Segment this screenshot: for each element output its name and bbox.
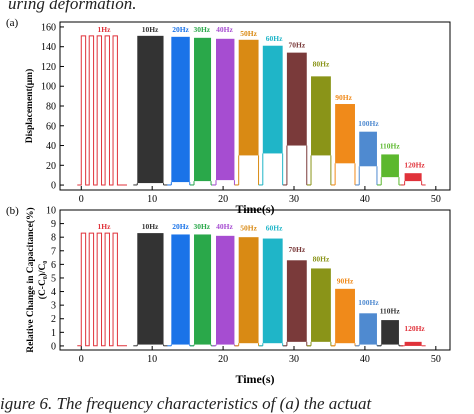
series-10Hz-block bbox=[137, 233, 164, 345]
series-label: 80Hz bbox=[313, 59, 330, 68]
series-label: 50Hz bbox=[240, 223, 257, 232]
panel-b-x-tick-label: 40 bbox=[360, 354, 370, 365]
panel-a-y-tick-label: 0 bbox=[51, 181, 56, 192]
panel-a-x-tick-label: 40 bbox=[360, 194, 370, 205]
series-30Hz-block bbox=[194, 37, 212, 182]
series-20Hz-block bbox=[171, 36, 190, 183]
series-label: 100Hz bbox=[358, 119, 379, 128]
series-1Hz-wave bbox=[77, 35, 127, 186]
series-label: 10Hz bbox=[142, 222, 159, 231]
series-label: 90Hz bbox=[335, 93, 352, 102]
series-label: 30Hz bbox=[193, 222, 210, 231]
panel-b-y-tick-label: 5 bbox=[51, 273, 56, 284]
panel-a-x-tick-label: 30 bbox=[289, 194, 299, 205]
series-label: 90Hz bbox=[337, 276, 354, 285]
series-90Hz-block bbox=[335, 104, 355, 164]
series-label: 1Hz bbox=[98, 25, 112, 34]
series-60Hz-block bbox=[262, 238, 283, 344]
panel-a-y-tick-label: 120 bbox=[41, 62, 56, 73]
panel-b-y-tick-label: 2 bbox=[51, 314, 56, 325]
panel-b-y-tick-label: 4 bbox=[51, 287, 56, 298]
series-label: 100Hz bbox=[358, 298, 379, 307]
series-60Hz-block bbox=[262, 45, 283, 154]
series-label: 70Hz bbox=[289, 245, 306, 254]
panel-a-y-tick-label: 80 bbox=[46, 102, 56, 113]
panel-a-y-tick-label: 160 bbox=[41, 22, 56, 33]
series-50Hz-block bbox=[238, 237, 259, 344]
panel-b-y-axis-label: Relative Change in Capacitance(%) bbox=[25, 207, 36, 352]
panel-a-y-tick-label: 20 bbox=[46, 161, 56, 172]
series-label: 40Hz bbox=[216, 222, 233, 231]
series-label: 1Hz bbox=[98, 222, 112, 231]
series-120Hz-block bbox=[404, 341, 422, 346]
series-label: 70Hz bbox=[289, 41, 306, 50]
panel-b-plot-frame bbox=[59, 209, 451, 351]
series-30Hz-block bbox=[194, 234, 212, 345]
series-20Hz-block bbox=[171, 234, 190, 345]
series-label: 110Hz bbox=[380, 141, 401, 150]
panel-a-y-tick-label: 60 bbox=[46, 121, 56, 132]
figure-caption: igure 6. The frequency characteristics o… bbox=[0, 394, 372, 413]
panel-b-y-axis-label-2: (C-C₀)/C₀ bbox=[37, 261, 48, 300]
series-label: 30Hz bbox=[193, 25, 210, 34]
series-80Hz-block bbox=[311, 76, 331, 156]
series-1Hz-wave bbox=[77, 232, 127, 347]
series-label: 20Hz bbox=[172, 222, 189, 231]
panel-b-y-tick-label: 9 bbox=[51, 219, 56, 230]
series-label: 40Hz bbox=[216, 25, 233, 34]
series-100Hz-block bbox=[359, 313, 377, 345]
panel-b-x-tick-label: 10 bbox=[147, 354, 157, 365]
panel-b-y-tick-label: 0 bbox=[51, 341, 56, 352]
series-40Hz-block bbox=[216, 235, 235, 345]
series-70Hz-block bbox=[286, 52, 307, 146]
panel-b-y-tick-label: 7 bbox=[51, 246, 56, 257]
panel-a-x-tick-label: 10 bbox=[147, 194, 157, 205]
series-90Hz-block bbox=[335, 288, 355, 344]
panel-a-y-tick-label: 140 bbox=[41, 42, 56, 53]
panel-b-x-tick-label: 0 bbox=[79, 354, 84, 365]
panel-a-x-axis-label: Time(s) bbox=[235, 202, 274, 216]
series-label: 50Hz bbox=[240, 29, 257, 38]
series-label: 120Hz bbox=[404, 160, 425, 169]
series-label: 110Hz bbox=[380, 306, 401, 315]
series-label: 20Hz bbox=[172, 25, 189, 34]
series-80Hz-block bbox=[311, 268, 331, 342]
panel-b-x-tick-label: 30 bbox=[289, 354, 299, 365]
panel-b-x-tick-label: 50 bbox=[431, 354, 441, 365]
panel-a-y-tick-label: 100 bbox=[41, 82, 56, 93]
series-40Hz-block bbox=[216, 38, 235, 181]
panel-a-x-tick-label: 0 bbox=[79, 194, 84, 205]
panel-b-y-tick-label: 6 bbox=[51, 260, 56, 271]
series-label: 80Hz bbox=[313, 255, 330, 264]
series-50Hz-block bbox=[238, 39, 259, 156]
panel-b-y-tick-label: 3 bbox=[51, 301, 56, 312]
series-110Hz-block bbox=[381, 320, 399, 345]
panel-a-y-axis-label: Displacement(μm) bbox=[24, 69, 35, 144]
series-label: 60Hz bbox=[266, 34, 283, 43]
panel-a-y-tick-label: 40 bbox=[46, 141, 56, 152]
series-10Hz-block bbox=[137, 35, 164, 184]
panel-b-y-tick-label: 10 bbox=[46, 206, 56, 217]
series-70Hz-block bbox=[286, 260, 307, 342]
series-label: 10Hz bbox=[142, 25, 159, 34]
series-120Hz-block bbox=[404, 173, 422, 182]
series-label: 60Hz bbox=[266, 223, 283, 232]
panel-b-y-tick-label: 8 bbox=[51, 233, 56, 244]
series-110Hz-block bbox=[381, 154, 399, 178]
panel-a-label: (a) bbox=[6, 17, 19, 29]
panel-b-label: (b) bbox=[6, 205, 19, 217]
panel-b-y-tick-label: 1 bbox=[51, 328, 56, 339]
series-label: 120Hz bbox=[404, 324, 425, 333]
panel-b-x-axis-label: Time(s) bbox=[235, 372, 274, 386]
panel-a-x-tick-label: 50 bbox=[431, 194, 441, 205]
caption-top: uring deformation. bbox=[8, 0, 137, 13]
panel-a-x-tick-label: 20 bbox=[218, 194, 228, 205]
series-100Hz-block bbox=[359, 131, 377, 167]
panel-b-x-tick-label: 20 bbox=[218, 354, 228, 365]
